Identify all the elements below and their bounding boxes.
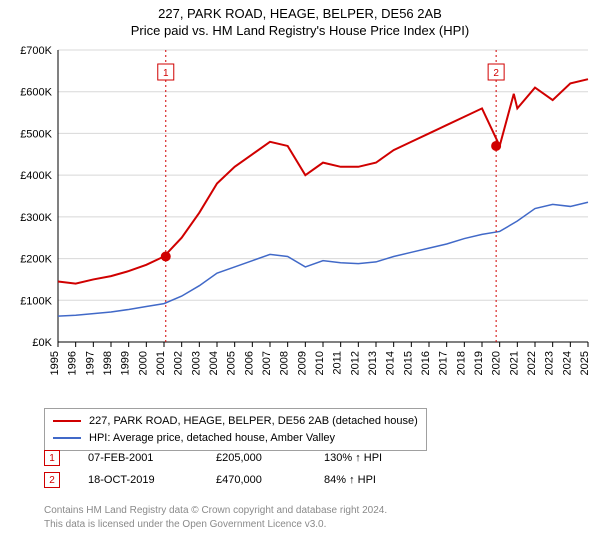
svg-text:1: 1 (163, 68, 169, 79)
svg-text:1999: 1999 (120, 351, 132, 375)
sale-marker: 2 (44, 472, 60, 488)
legend-label: HPI: Average price, detached house, Ambe… (89, 430, 335, 447)
chart-title-line2: Price paid vs. HM Land Registry's House … (0, 23, 600, 38)
svg-text:2017: 2017 (438, 351, 450, 375)
svg-text:2006: 2006 (243, 351, 255, 375)
svg-text:£500K: £500K (20, 128, 52, 140)
legend-swatch (53, 437, 81, 439)
svg-text:2011: 2011 (332, 351, 344, 375)
legend-swatch (53, 420, 81, 422)
svg-text:£700K: £700K (20, 45, 52, 57)
svg-text:2013: 2013 (367, 351, 379, 375)
sale-marker: 1 (44, 450, 60, 466)
sale-pct: 130% ↑ HPI (324, 452, 424, 464)
svg-text:2007: 2007 (261, 351, 273, 375)
sale-price: £205,000 (216, 452, 296, 464)
svg-text:2022: 2022 (526, 351, 538, 375)
svg-text:1997: 1997 (84, 351, 96, 375)
sale-date: 18-OCT-2019 (88, 474, 188, 486)
legend-row: 227, PARK ROAD, HEAGE, BELPER, DE56 2AB … (53, 413, 418, 430)
svg-text:£300K: £300K (20, 212, 52, 224)
footer-attribution: Contains HM Land Registry data © Crown c… (44, 504, 387, 531)
sale-row: 2 18-OCT-2019 £470,000 84% ↑ HPI (44, 472, 424, 488)
svg-text:2002: 2002 (173, 351, 185, 375)
svg-text:1998: 1998 (102, 351, 114, 375)
price-chart: £0K £100K £200K £300K £400K £500K £600K £700K 19… (0, 42, 600, 402)
footer-line1: Contains HM Land Registry data © Crown c… (44, 504, 387, 518)
svg-text:2020: 2020 (491, 351, 503, 375)
sale-date: 07-FEB-2001 (88, 452, 188, 464)
svg-text:£400K: £400K (20, 170, 52, 182)
svg-text:2001: 2001 (155, 351, 167, 375)
svg-text:£200K: £200K (20, 254, 52, 266)
svg-text:2010: 2010 (314, 351, 326, 375)
svg-text:2009: 2009 (296, 351, 308, 375)
svg-text:2019: 2019 (473, 351, 485, 375)
svg-text:2014: 2014 (385, 351, 397, 375)
svg-text:£100K: £100K (20, 295, 52, 307)
sale-price: £470,000 (216, 474, 296, 486)
svg-text:2024: 2024 (561, 351, 573, 375)
sale-events: 1 07-FEB-2001 £205,000 130% ↑ HPI 2 18-OCT-20… (44, 450, 424, 494)
svg-text:1995: 1995 (49, 351, 61, 375)
chart-title-line1: 227, PARK ROAD, HEAGE, BELPER, DE56 2AB (0, 6, 600, 21)
legend-label: 227, PARK ROAD, HEAGE, BELPER, DE56 2AB … (89, 413, 418, 430)
svg-text:2000: 2000 (137, 351, 149, 375)
legend-row: HPI: Average price, detached house, Ambe… (53, 430, 418, 447)
sale-pct: 84% ↑ HPI (324, 474, 424, 486)
svg-text:2021: 2021 (508, 351, 520, 375)
svg-text:2016: 2016 (420, 351, 432, 375)
svg-text:2015: 2015 (402, 351, 414, 375)
svg-text:2012: 2012 (349, 351, 361, 375)
svg-text:2: 2 (493, 68, 499, 79)
legend: 227, PARK ROAD, HEAGE, BELPER, DE56 2AB … (44, 408, 427, 451)
sale-row: 1 07-FEB-2001 £205,000 130% ↑ HPI (44, 450, 424, 466)
svg-text:2003: 2003 (190, 351, 202, 375)
svg-text:£0K: £0K (32, 337, 52, 349)
svg-text:2004: 2004 (208, 351, 220, 375)
svg-text:2005: 2005 (226, 351, 238, 375)
svg-text:1996: 1996 (67, 351, 79, 375)
svg-text:2025: 2025 (579, 351, 591, 375)
footer-line2: This data is licensed under the Open Gov… (44, 518, 387, 532)
svg-text:2008: 2008 (279, 351, 291, 375)
svg-text:£600K: £600K (20, 87, 52, 99)
svg-text:2018: 2018 (455, 351, 467, 375)
svg-text:2023: 2023 (544, 351, 556, 375)
